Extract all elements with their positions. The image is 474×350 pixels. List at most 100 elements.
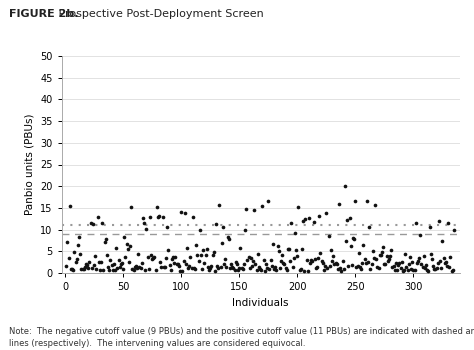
Point [430,266,438,272]
Point [213,263,221,268]
Point [105,267,113,273]
Point [361,257,368,262]
Point [128,266,136,272]
Point [410,267,418,273]
Point [133,265,141,271]
Point [345,264,352,269]
Point [244,257,251,263]
Point [404,267,411,272]
Point [415,256,423,261]
Point [432,266,439,272]
Point [349,236,357,241]
Point [438,265,445,271]
Point [348,263,356,268]
Point [288,220,295,226]
Point [301,216,309,222]
Point [203,246,210,252]
Point [262,261,270,267]
Point [375,265,383,270]
Point [225,237,233,242]
Point [175,263,182,268]
Point [223,264,230,269]
Point [198,266,206,272]
Point [205,267,213,273]
Point [267,257,274,262]
Point [318,258,326,264]
Point [280,260,287,266]
Point [119,266,127,272]
Point [96,268,104,273]
Point [449,267,456,272]
Point [360,242,367,247]
Point [322,210,330,216]
Point [173,261,180,267]
Point [81,265,89,270]
Point [343,217,351,223]
Point [393,268,401,273]
Point [379,245,387,250]
Point [216,203,223,208]
Point [392,260,400,265]
Point [382,261,389,267]
Point [407,266,415,271]
Point [123,241,130,247]
Point [131,264,138,270]
Point [422,262,430,268]
Point [73,256,81,262]
Point [171,260,178,266]
Point [156,259,164,264]
Point [117,261,125,267]
Point [192,243,200,248]
Point [273,267,280,273]
Point [88,265,96,270]
Point [246,265,254,271]
Point [356,264,364,270]
Point [104,265,112,270]
Point [365,259,372,265]
Point [295,205,302,210]
Point [299,219,307,224]
Point [281,261,288,266]
Point [125,259,133,265]
Point [202,252,210,258]
Point [76,251,84,257]
Point [425,268,432,273]
Point [147,252,155,258]
Point [180,258,187,264]
Point [305,215,313,220]
Point [283,267,291,273]
Point [154,215,162,220]
Point [116,265,123,270]
Point [128,204,135,209]
Point [433,265,440,271]
Point [169,254,177,260]
Point [72,259,79,265]
Point [309,258,316,264]
Point [376,252,383,258]
Point [324,265,331,271]
Point [108,262,115,268]
Point [103,252,111,258]
Point [210,249,218,255]
Point [420,253,428,259]
Point [421,265,429,271]
Point [64,239,71,245]
Point [285,246,293,252]
Point [445,220,452,226]
Point [211,268,219,274]
Point [82,261,90,267]
Point [337,268,345,273]
Point [233,261,241,267]
Point [112,245,120,251]
Point [268,263,275,269]
Point [83,262,91,268]
Point [110,261,118,267]
Point [434,260,441,266]
Point [412,220,419,226]
Point [78,266,85,271]
Point [248,264,256,269]
Point [239,267,246,272]
Point [63,264,70,269]
Point [381,261,388,267]
Point [342,239,350,244]
